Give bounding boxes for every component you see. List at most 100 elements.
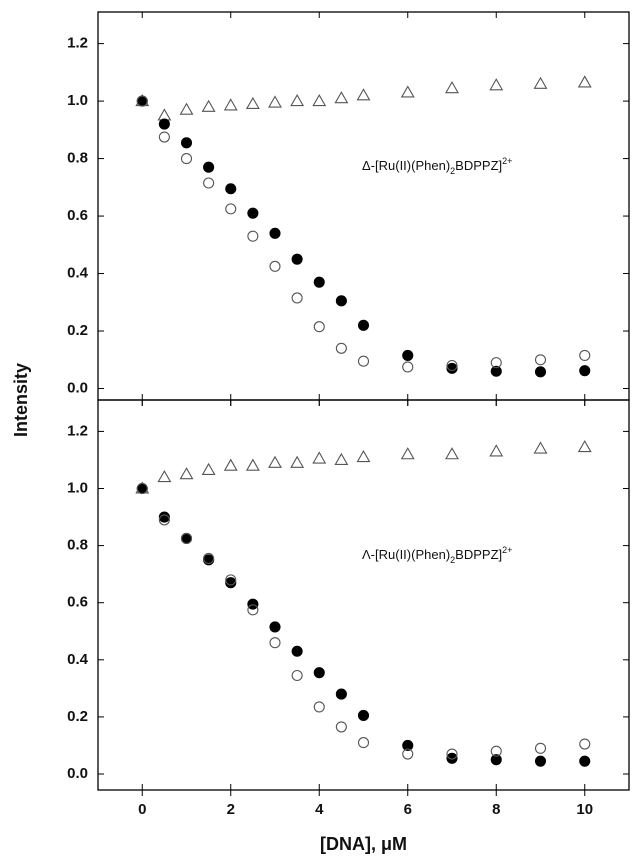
y-tick-label: 0.8 [67,150,88,167]
filled-point [313,667,325,679]
filled-point [402,739,414,752]
triangle-point [356,449,371,463]
y-tick-label: 1.2 [67,35,88,52]
triangle-point [334,452,349,466]
triangle-point [445,81,459,94]
triangle-point [223,458,238,471]
y-tick-label: 0.0 [67,379,88,396]
open-point [225,203,237,215]
filled-point [402,349,414,362]
annotation-part: 2 [450,167,455,177]
annotation-part: 2+ [502,157,512,167]
open-point [225,574,237,586]
filled-point [291,645,303,657]
x-tick-label: 4 [315,801,324,818]
open-point [180,532,193,545]
triangle-point [489,444,504,457]
triangle-point [533,441,548,454]
y-tick-label: 0.4 [67,651,89,668]
open-point [203,552,215,565]
triangle-point [245,458,260,471]
open-point [313,701,325,713]
triangle-point [157,108,172,121]
triangle-point [201,99,216,112]
triangle-point [268,95,282,108]
open-point [291,292,303,304]
annotation-part: BDPPZ] [455,547,502,562]
open-point [158,514,170,526]
x-tick-label: 6 [404,801,412,818]
filled-point [446,752,458,764]
filled-point [158,118,170,130]
triangle-point [245,96,260,110]
filled-point [446,362,458,374]
open-point [203,177,215,189]
annotation-part: BDPPZ] [455,159,502,174]
triangle-point [577,439,592,453]
x-axis-label: [DNA], μM [320,834,407,854]
triangle-point [290,455,305,468]
open-point [534,354,547,366]
filled-point [579,365,591,377]
open-point [247,604,259,616]
open-point [313,321,325,333]
filled-point [579,755,591,767]
triangle-point [356,88,371,101]
y-tick-label: 0.6 [67,594,88,611]
filled-point [534,366,547,378]
triangle-point [577,75,592,88]
filled-point [247,207,259,219]
triangle-point [268,455,282,468]
open-point [534,742,547,754]
triangle-point [157,469,172,483]
filled-point [158,511,170,523]
open-point [136,482,148,495]
filled-point [335,688,347,700]
y-tick-label: 0.2 [67,322,88,339]
open-point [490,745,502,757]
open-point [579,349,591,362]
open-point [335,342,347,354]
x-tick-label: 10 [576,801,593,818]
open-point [269,260,281,272]
open-point [490,357,502,369]
y-tick-label: 0.8 [67,537,88,554]
x-tick-label: 0 [138,801,146,818]
triangle-point [445,447,459,460]
annotation: Λ-[Ru(II)(Phen)2BDPPZ]2+ [362,545,512,565]
y-tick-label: 1.0 [67,92,88,109]
filled-point [490,754,502,766]
triangle-point [489,78,504,91]
open-point [335,721,347,733]
filled-point [269,621,281,633]
open-point [247,230,259,242]
x-tick-label: 8 [492,801,500,818]
filled-point [225,183,237,195]
open-point [402,361,414,373]
open-point [579,738,591,750]
filled-point [313,276,325,288]
plot-frame [97,399,630,791]
filled-point [357,319,370,331]
filled-point [269,227,281,239]
filled-point [534,755,547,767]
y-tick-label: 0.0 [67,765,88,782]
triangle-point [400,447,415,460]
y-tick-label: 0.4 [67,265,89,282]
triangle-point [312,93,327,107]
triangle-point [290,93,305,107]
y-tick-label: 0.6 [67,207,88,224]
triangle-point [312,451,327,464]
triangle-point [400,85,415,98]
y-tick-label: 1.0 [67,479,88,496]
filled-point [247,598,259,610]
triangle-point [201,462,216,475]
filled-point [291,253,303,265]
open-point [136,95,148,107]
triangle-point [334,91,349,104]
filled-point [180,137,193,149]
plot-frame [97,11,630,401]
filled-point [335,295,347,307]
triangle-point [533,76,548,89]
y-tick-label: 0.2 [67,708,88,725]
